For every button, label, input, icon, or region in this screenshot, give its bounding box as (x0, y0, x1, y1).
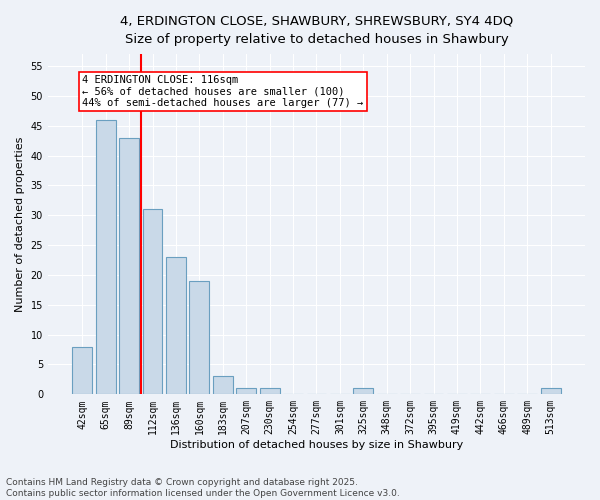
Bar (119, 138, 139, 394)
Bar (236, 388, 256, 394)
Bar (143, 210, 163, 394)
Text: 4 ERDINGTON CLOSE: 116sqm
← 56% of detached houses are smaller (100)
44% of semi: 4 ERDINGTON CLOSE: 116sqm ← 56% of detac… (82, 75, 364, 108)
Bar (190, 281, 209, 394)
X-axis label: Distribution of detached houses by size in Shawbury: Distribution of detached houses by size … (170, 440, 463, 450)
Bar (73, 346, 92, 395)
Bar (96, 120, 116, 394)
Bar (213, 376, 233, 394)
Bar (353, 388, 373, 394)
Title: 4, ERDINGTON CLOSE, SHAWBURY, SHREWSBURY, SY4 4DQ
Size of property relative to d: 4, ERDINGTON CLOSE, SHAWBURY, SHREWSBURY… (120, 15, 513, 46)
Text: Contains HM Land Registry data © Crown copyright and database right 2025.
Contai: Contains HM Land Registry data © Crown c… (6, 478, 400, 498)
Y-axis label: Number of detached properties: Number of detached properties (15, 136, 25, 312)
Bar (260, 388, 280, 394)
Bar (541, 388, 560, 394)
Bar (166, 257, 186, 394)
